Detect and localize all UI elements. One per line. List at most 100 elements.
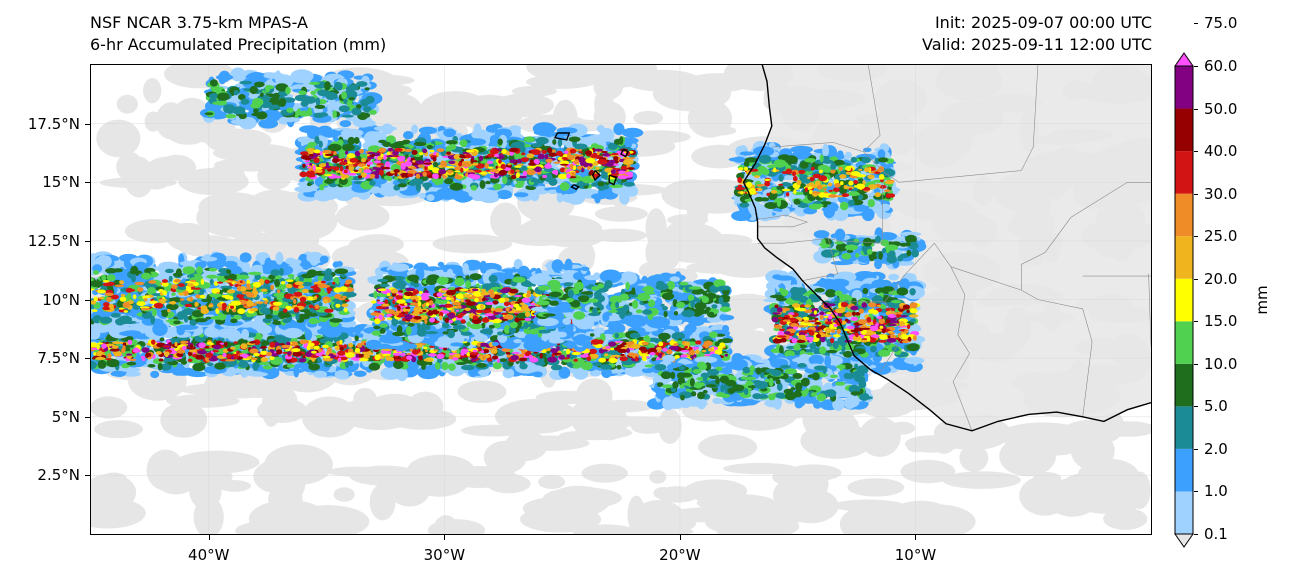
precip-core [101,343,107,349]
precip-core [490,307,495,311]
precip-core [509,288,519,294]
precip-core [452,357,459,361]
precip-core [456,305,462,309]
precip-core [455,309,459,312]
precip-core [226,306,230,313]
precip-cell [173,320,181,325]
precip-cell [285,259,302,265]
precip-cell [329,330,342,337]
precip-core [608,341,617,347]
precip-core [480,291,490,296]
precip-core [208,304,214,308]
precip-core [171,284,178,289]
precip-core [305,352,312,358]
precip-core [327,290,331,294]
precip-core [510,355,519,361]
drizzle-patch [906,440,926,453]
precip-core [449,295,454,298]
precip-core [322,344,329,349]
precip-core [345,352,355,358]
precip-cell [550,364,563,371]
drizzle-patch [96,119,141,158]
precip-core [112,345,119,349]
precip-cell [113,268,123,273]
precip-cell [241,328,250,340]
precip-core [439,304,446,308]
precip-core [109,348,120,352]
precip-cell [411,124,418,134]
drizzle-patch [520,214,603,244]
precip-core [114,284,124,288]
precip-cell [379,283,390,287]
precip-core [337,357,342,362]
precip-core [205,352,214,359]
precip-core [386,313,393,317]
precip-core [334,294,342,299]
precip-core [118,307,125,310]
precip-core [388,296,394,300]
precip-core [524,317,532,321]
precip-core [239,354,249,358]
precip-core [142,357,146,362]
precip-core [264,279,270,284]
precip-core [338,344,344,348]
precip-core [489,292,495,298]
precip-cell [416,328,427,337]
precip-core [354,347,361,353]
precip-core [181,345,187,351]
precip-cell [497,331,503,336]
precip-core [485,301,494,306]
precip-cell [315,334,323,339]
precip-core [404,291,413,297]
precip-core [132,294,137,300]
drizzle-patch [715,505,781,534]
precip-core [293,291,303,297]
precip-core [580,354,589,358]
precip-cell [161,311,169,317]
precip-core [511,351,520,355]
precip-core [343,344,347,349]
precip-cell [403,131,414,140]
precip-cell [341,274,346,278]
precip-cell [308,319,321,324]
drizzle-patch [382,483,436,499]
precip-core [339,346,345,351]
precip-cell [309,254,319,266]
precip-core [394,359,402,362]
precip-core [193,282,199,286]
drizzle-patch [457,380,507,404]
precip-core [174,341,178,347]
precip-core [683,341,691,347]
precip-core [198,342,206,349]
precip-core [302,355,306,359]
precip-core [703,340,713,347]
field-title: 6-hr Accumulated Precipitation (mm) [90,35,387,54]
precip-core [376,299,381,302]
precip-core [140,307,150,311]
precip-core [335,346,340,351]
precip-core [269,341,276,348]
drizzle-patch [627,495,646,534]
precip-core [422,309,427,313]
precip-core [518,357,528,362]
precip-core [246,292,255,298]
precip-core [224,280,234,283]
precip-cell [499,358,508,363]
precip-cell [442,331,449,335]
map-header-left: NSF NCAR 3.75-km MPAS-A 6-hr Accumulated… [90,12,386,56]
precip-core [472,315,478,321]
precip-core [148,280,157,284]
precip-core [281,281,286,285]
precip-cell [286,364,295,368]
precip-cell [409,359,419,371]
precip-cell [465,280,472,289]
precip-core [556,346,560,351]
precip-core [301,288,309,294]
drizzle-patch [212,143,297,163]
drizzle-patch [433,515,459,534]
precip-cell [131,274,136,283]
precip-core [102,280,110,283]
precip-core [322,355,331,359]
precip-cell [301,273,315,279]
precip-core [641,356,647,362]
